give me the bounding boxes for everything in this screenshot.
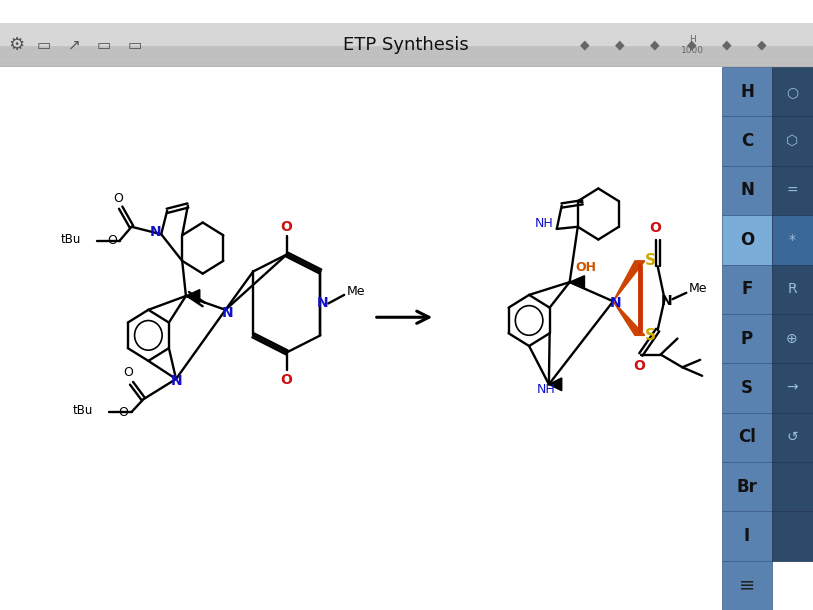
Text: C: C: [741, 132, 753, 150]
Text: H
1000: H 1000: [680, 35, 703, 55]
Bar: [772, 511, 813, 561]
Text: ↗: ↗: [67, 38, 80, 52]
Text: =: =: [786, 184, 798, 198]
Text: O: O: [119, 406, 128, 418]
Bar: [722, 412, 772, 462]
Text: ⬡: ⬡: [786, 134, 798, 148]
Text: S: S: [646, 253, 656, 268]
Text: ≡: ≡: [739, 576, 755, 595]
Text: N: N: [661, 294, 672, 308]
Text: O: O: [280, 373, 292, 387]
Polygon shape: [549, 378, 562, 391]
Text: Me: Me: [347, 285, 365, 298]
Text: O: O: [740, 231, 754, 249]
Bar: [772, 314, 813, 363]
Bar: [772, 67, 813, 117]
Bar: [722, 117, 772, 166]
Text: ▭: ▭: [97, 38, 111, 52]
Text: ◆: ◆: [757, 38, 767, 52]
Text: P: P: [741, 329, 753, 348]
Text: *: *: [789, 233, 795, 247]
Text: ◆: ◆: [722, 38, 732, 52]
Bar: [772, 462, 813, 511]
Text: ○: ○: [786, 85, 798, 99]
Text: H: H: [740, 83, 754, 101]
Text: NH: NH: [537, 383, 555, 396]
Bar: [772, 166, 813, 215]
Text: Br: Br: [737, 478, 758, 495]
Text: ▭: ▭: [37, 38, 51, 52]
Text: iPad  ≈: iPad ≈: [8, 5, 50, 15]
Polygon shape: [613, 261, 645, 301]
Bar: [722, 314, 772, 363]
Text: Me: Me: [689, 282, 707, 295]
Bar: [722, 561, 772, 610]
Text: ▭: ▭: [128, 38, 142, 52]
Text: O: O: [114, 192, 124, 204]
Text: S: S: [646, 328, 656, 343]
Text: N: N: [222, 306, 233, 320]
Polygon shape: [570, 276, 585, 289]
Text: O: O: [124, 366, 133, 379]
Bar: [722, 462, 772, 511]
Text: N: N: [740, 182, 754, 199]
Bar: [722, 215, 772, 265]
Text: Cl: Cl: [738, 428, 756, 447]
Text: N: N: [172, 374, 183, 388]
Text: O: O: [650, 221, 662, 235]
Text: O: O: [633, 359, 645, 373]
Text: R: R: [787, 282, 797, 296]
Bar: [722, 67, 772, 117]
Text: ⊕: ⊕: [786, 332, 798, 345]
Text: tBu: tBu: [72, 404, 93, 417]
Text: S: S: [741, 379, 753, 397]
Text: NH: NH: [535, 217, 554, 230]
Text: 100%  ▮: 100% ▮: [761, 5, 803, 15]
Text: ◆: ◆: [687, 38, 697, 52]
Text: ◆: ◆: [615, 38, 625, 52]
Bar: [722, 265, 772, 314]
Bar: [772, 363, 813, 412]
Polygon shape: [613, 301, 645, 336]
Bar: [772, 117, 813, 166]
Bar: [772, 265, 813, 314]
Bar: [722, 363, 772, 412]
Bar: [0, 23, 813, 45]
Text: ⚙: ⚙: [8, 36, 24, 54]
Text: I: I: [744, 527, 750, 545]
Text: ETP Synthesis: ETP Synthesis: [343, 36, 469, 54]
Text: F: F: [741, 280, 753, 298]
Bar: [772, 412, 813, 462]
Bar: [772, 215, 813, 265]
Text: N: N: [150, 225, 161, 239]
Bar: [722, 511, 772, 561]
Text: OH: OH: [575, 260, 596, 274]
Text: ◆: ◆: [650, 38, 660, 52]
Bar: [722, 166, 772, 215]
Text: ↺: ↺: [786, 430, 798, 444]
Text: 10:27 AM: 10:27 AM: [375, 4, 437, 16]
Text: O: O: [280, 220, 292, 234]
Text: tBu: tBu: [61, 233, 81, 246]
Text: N: N: [316, 296, 328, 310]
Polygon shape: [186, 290, 200, 303]
Text: O: O: [107, 234, 117, 247]
Text: N: N: [609, 296, 621, 310]
Text: →: →: [786, 381, 798, 395]
Text: ◆: ◆: [580, 38, 589, 52]
